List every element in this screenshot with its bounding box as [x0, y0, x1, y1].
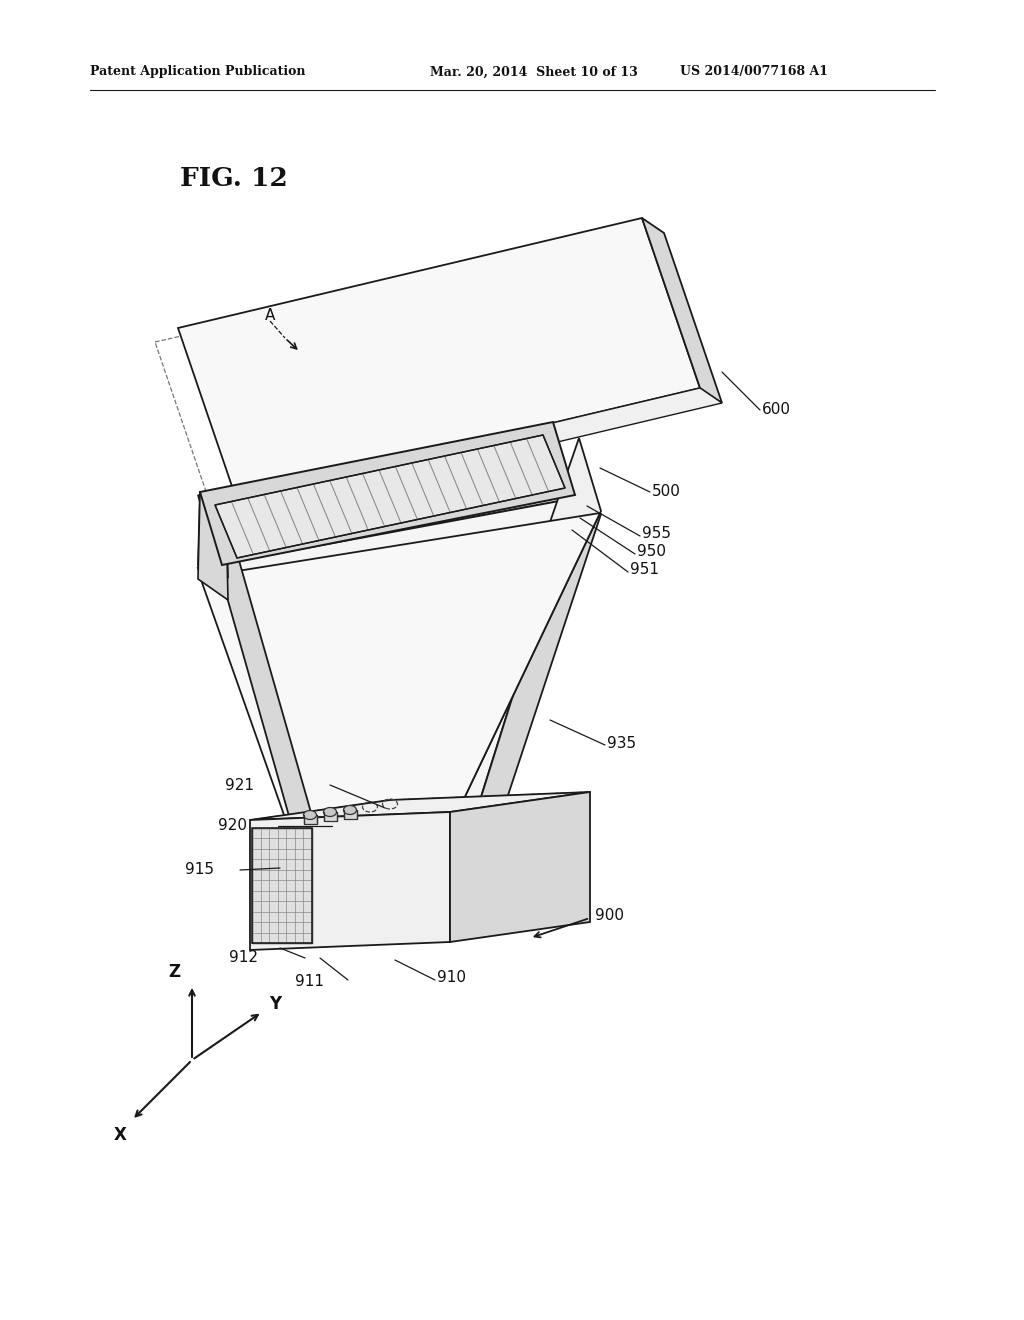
Polygon shape: [198, 492, 228, 578]
Polygon shape: [250, 792, 590, 820]
Text: 955: 955: [642, 527, 671, 541]
Text: FIG. 12: FIG. 12: [180, 165, 288, 190]
Text: 920: 920: [218, 818, 247, 833]
Ellipse shape: [303, 810, 316, 820]
Text: Y: Y: [269, 995, 281, 1012]
Ellipse shape: [343, 805, 356, 814]
Text: Mar. 20, 2014  Sheet 10 of 13: Mar. 20, 2014 Sheet 10 of 13: [430, 66, 638, 78]
Text: 951: 951: [630, 562, 659, 578]
Polygon shape: [215, 436, 565, 558]
Text: Z: Z: [168, 964, 180, 981]
Ellipse shape: [324, 808, 337, 817]
Text: 500: 500: [652, 484, 681, 499]
Polygon shape: [236, 388, 722, 513]
FancyBboxPatch shape: [304, 814, 317, 824]
FancyBboxPatch shape: [344, 810, 357, 818]
Polygon shape: [200, 422, 575, 565]
Polygon shape: [455, 498, 601, 886]
Polygon shape: [450, 792, 590, 942]
Text: 950: 950: [637, 544, 666, 560]
Polygon shape: [250, 812, 450, 950]
Text: US 2014/0077168 A1: US 2014/0077168 A1: [680, 66, 828, 78]
Polygon shape: [200, 513, 600, 883]
Text: A: A: [265, 308, 275, 322]
Text: 910: 910: [437, 970, 466, 986]
Text: 900: 900: [595, 908, 624, 924]
Text: Patent Application Publication: Patent Application Publication: [90, 66, 305, 78]
Polygon shape: [198, 495, 334, 894]
Polygon shape: [252, 828, 312, 942]
Text: 935: 935: [607, 735, 636, 751]
Text: 915: 915: [185, 862, 214, 878]
Polygon shape: [178, 218, 700, 498]
Text: 921: 921: [225, 777, 254, 792]
Text: X: X: [114, 1126, 126, 1144]
Text: 600: 600: [762, 403, 791, 417]
FancyBboxPatch shape: [324, 812, 337, 821]
Text: 911: 911: [296, 974, 325, 990]
Polygon shape: [430, 438, 601, 870]
Text: 912: 912: [229, 950, 258, 965]
Polygon shape: [198, 498, 575, 882]
Polygon shape: [198, 492, 228, 601]
Polygon shape: [642, 218, 722, 403]
Polygon shape: [198, 565, 338, 895]
